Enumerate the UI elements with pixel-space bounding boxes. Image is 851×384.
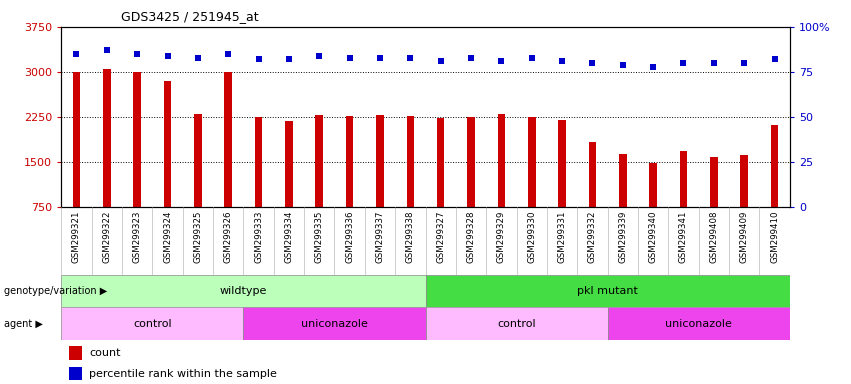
Point	[373, 55, 386, 61]
Text: GSM299408: GSM299408	[710, 211, 718, 263]
Text: genotype/variation ▶: genotype/variation ▶	[4, 286, 107, 296]
Point	[585, 60, 599, 66]
Bar	[426, 275, 790, 307]
Text: GSM299321: GSM299321	[72, 211, 81, 263]
Bar	[589, 142, 597, 207]
Text: pkl mutant: pkl mutant	[577, 286, 638, 296]
Point	[464, 55, 477, 61]
Text: GSM299409: GSM299409	[740, 211, 749, 263]
Text: GSM299327: GSM299327	[437, 211, 445, 263]
Bar	[376, 115, 384, 207]
Bar	[437, 118, 444, 207]
Text: GSM299336: GSM299336	[346, 211, 354, 263]
Text: count: count	[89, 348, 121, 358]
Point	[677, 60, 690, 66]
Bar	[69, 367, 82, 381]
Bar	[134, 72, 141, 207]
Text: GSM299333: GSM299333	[254, 211, 263, 263]
Bar	[649, 163, 657, 207]
Text: GSM299339: GSM299339	[619, 211, 627, 263]
Point	[343, 55, 357, 61]
Text: GSM299341: GSM299341	[679, 211, 688, 263]
Text: GSM299340: GSM299340	[648, 211, 658, 263]
Bar	[528, 117, 535, 207]
Point	[130, 51, 144, 57]
Bar	[72, 72, 80, 207]
Point	[434, 58, 448, 64]
Bar	[103, 69, 111, 207]
Bar	[771, 125, 779, 207]
Bar	[426, 307, 608, 340]
Text: GSM299335: GSM299335	[315, 211, 323, 263]
Point	[707, 60, 721, 66]
Bar	[194, 114, 202, 207]
Bar	[498, 114, 505, 207]
Text: control: control	[497, 318, 536, 329]
Text: GSM299328: GSM299328	[466, 211, 476, 263]
Bar	[680, 151, 688, 207]
Text: GSM299325: GSM299325	[193, 211, 203, 263]
Bar	[254, 116, 262, 207]
Text: GSM299331: GSM299331	[557, 211, 567, 263]
Text: GSM299338: GSM299338	[406, 211, 414, 263]
Point	[737, 60, 751, 66]
Bar	[69, 346, 82, 360]
Text: GSM299329: GSM299329	[497, 211, 505, 263]
Point	[282, 56, 296, 63]
Bar	[346, 116, 353, 207]
Point	[494, 58, 508, 64]
Text: GSM299410: GSM299410	[770, 211, 779, 263]
Point	[616, 62, 630, 68]
Bar	[467, 117, 475, 207]
Bar	[163, 81, 171, 207]
Text: GSM299323: GSM299323	[133, 211, 141, 263]
Point	[100, 47, 114, 53]
Bar	[619, 154, 626, 207]
Text: uniconazole: uniconazole	[665, 318, 732, 329]
Bar	[243, 307, 426, 340]
Point	[252, 56, 266, 63]
Text: percentile rank within the sample: percentile rank within the sample	[89, 369, 277, 379]
Bar	[558, 120, 566, 207]
Bar	[740, 155, 748, 207]
Text: uniconazole: uniconazole	[301, 318, 368, 329]
Bar	[61, 275, 426, 307]
Text: control: control	[133, 318, 172, 329]
Bar	[61, 307, 243, 340]
Point	[221, 51, 235, 57]
Point	[768, 56, 781, 63]
Point	[191, 55, 204, 61]
Text: wildtype: wildtype	[220, 286, 267, 296]
Point	[525, 55, 539, 61]
Point	[555, 58, 568, 64]
Text: GSM299322: GSM299322	[102, 211, 111, 263]
Text: GSM299337: GSM299337	[375, 211, 385, 263]
Text: GDS3425 / 251945_at: GDS3425 / 251945_at	[121, 10, 259, 23]
Point	[403, 55, 417, 61]
Text: GSM299326: GSM299326	[224, 211, 232, 263]
Point	[161, 53, 174, 59]
Bar	[710, 157, 717, 207]
Text: GSM299330: GSM299330	[528, 211, 536, 263]
Point	[312, 53, 326, 59]
Bar	[407, 116, 414, 207]
Text: agent ▶: agent ▶	[4, 318, 43, 329]
Text: GSM299324: GSM299324	[163, 211, 172, 263]
Bar	[285, 121, 293, 207]
Point	[646, 63, 660, 70]
Bar	[225, 72, 232, 207]
Bar	[316, 115, 323, 207]
Text: GSM299334: GSM299334	[284, 211, 294, 263]
Bar	[608, 307, 790, 340]
Point	[70, 51, 83, 57]
Text: GSM299332: GSM299332	[588, 211, 597, 263]
